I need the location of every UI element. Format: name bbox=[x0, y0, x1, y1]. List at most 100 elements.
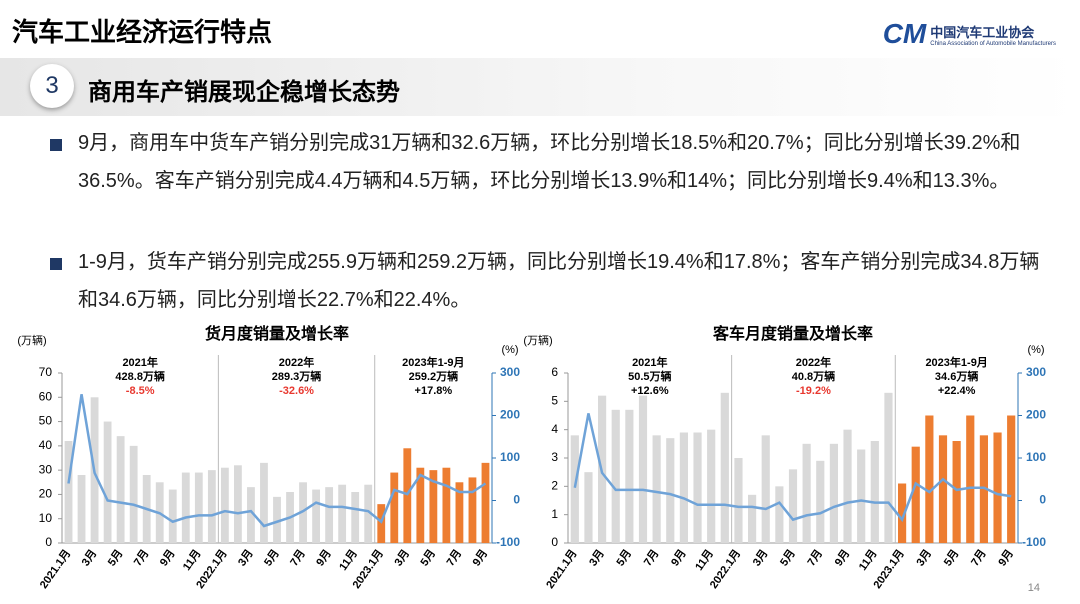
y2-tick-label: 300 bbox=[1026, 365, 1046, 379]
x-tick-label: 3月 bbox=[79, 547, 99, 568]
bar bbox=[403, 448, 412, 543]
bar bbox=[338, 484, 347, 543]
y-tick-label: 10 bbox=[39, 511, 53, 525]
annotation-year: 2023年1-9月 bbox=[402, 355, 464, 369]
y-tick-label: 3 bbox=[551, 450, 558, 464]
bar bbox=[168, 489, 177, 543]
y-axis-unit: (万辆) bbox=[17, 333, 46, 347]
x-tick-label: 9月 bbox=[668, 547, 688, 568]
section-title: 商用车产销展现企稳增长态势 bbox=[88, 79, 400, 106]
annotation-total: 289.3万辆 bbox=[272, 369, 322, 383]
section-number: 3 bbox=[30, 64, 74, 108]
bullet-marker bbox=[50, 139, 62, 151]
bar bbox=[979, 435, 988, 543]
annotation-year: 2021年 bbox=[122, 355, 157, 369]
bar bbox=[679, 432, 688, 543]
x-tick-label: 9月 bbox=[470, 547, 490, 568]
y-tick-label: 50 bbox=[39, 414, 53, 428]
bar bbox=[898, 483, 907, 543]
y-tick-label: 1 bbox=[551, 507, 558, 521]
y-tick-label: 5 bbox=[551, 394, 558, 408]
bar bbox=[116, 436, 125, 543]
x-tick-label: 5月 bbox=[614, 547, 634, 568]
y-axis-unit: (万辆) bbox=[523, 333, 552, 347]
x-tick-label: 7月 bbox=[805, 547, 825, 568]
y2-tick-label: -100 bbox=[496, 535, 520, 549]
bar bbox=[181, 472, 190, 543]
y-tick-label: 6 bbox=[551, 365, 558, 379]
bar bbox=[1007, 415, 1016, 543]
bar bbox=[802, 443, 811, 543]
bar bbox=[857, 449, 866, 543]
bar bbox=[748, 494, 757, 543]
bar bbox=[761, 435, 770, 543]
logo-mark: CM bbox=[882, 18, 927, 49]
x-tick-label: 11月 bbox=[856, 547, 880, 573]
x-tick-label: 11月 bbox=[180, 547, 204, 573]
annotation-growth: -32.6% bbox=[279, 385, 314, 397]
bar bbox=[416, 467, 425, 543]
bar bbox=[734, 458, 743, 543]
section-band bbox=[0, 58, 1080, 116]
bar bbox=[666, 438, 675, 543]
bar bbox=[377, 504, 386, 543]
bar bbox=[707, 429, 716, 543]
bar bbox=[273, 496, 281, 543]
bar bbox=[775, 486, 784, 543]
x-tick-label: 5月 bbox=[105, 547, 125, 568]
bar bbox=[611, 409, 620, 543]
annotation-total: 34.6万辆 bbox=[935, 369, 978, 383]
annotation-year: 2023年1-9月 bbox=[925, 355, 987, 369]
x-tick-label: 7月 bbox=[287, 547, 307, 568]
bar bbox=[194, 472, 203, 543]
chart-title: 货月度销量及增长率 bbox=[205, 324, 349, 343]
page-number: 14 bbox=[1027, 582, 1040, 594]
x-tick-label: 7月 bbox=[131, 547, 151, 568]
x-tick-label: 9月 bbox=[157, 547, 177, 568]
bar bbox=[829, 443, 838, 543]
bar bbox=[652, 435, 661, 543]
y-tick-label: 70 bbox=[39, 365, 53, 379]
y2-axis-unit: (%) bbox=[501, 344, 518, 356]
bar bbox=[247, 487, 255, 543]
y-tick-label: 2 bbox=[551, 479, 558, 493]
bar bbox=[481, 462, 490, 543]
growth-line bbox=[573, 413, 1012, 523]
x-tick-label: 9月 bbox=[313, 547, 333, 568]
y-tick-label: 0 bbox=[45, 535, 52, 549]
y2-tick-label: 200 bbox=[500, 408, 520, 422]
bar bbox=[870, 441, 879, 543]
x-tick-label: 2021.1月 bbox=[543, 547, 579, 591]
x-tick-label: 5月 bbox=[418, 547, 438, 568]
bar bbox=[260, 462, 268, 543]
bar bbox=[468, 477, 477, 543]
bar bbox=[584, 472, 593, 543]
x-tick-label: 7月 bbox=[444, 547, 464, 568]
bar bbox=[884, 392, 893, 543]
annotation-total: 40.8万辆 bbox=[792, 369, 835, 383]
x-tick-label: 3月 bbox=[914, 547, 934, 568]
x-tick-label: 3月 bbox=[586, 547, 606, 568]
y2-tick-label: 100 bbox=[1026, 450, 1046, 464]
bar bbox=[720, 392, 729, 543]
x-tick-label: 3月 bbox=[750, 547, 770, 568]
annotation-growth: +12.6% bbox=[631, 385, 669, 397]
bullet-marker bbox=[50, 258, 62, 270]
x-tick-label: 7月 bbox=[968, 547, 988, 568]
annotation-total: 259.2万辆 bbox=[409, 369, 459, 383]
y2-axis-unit: (%) bbox=[1027, 344, 1044, 356]
bar bbox=[442, 467, 451, 543]
bar bbox=[843, 429, 852, 543]
x-tick-label: 3月 bbox=[235, 547, 255, 568]
y-tick-label: 20 bbox=[39, 487, 53, 501]
bullet-text: 1-9月，货车产销分别完成255.9万辆和259.2万辆，同比分别增长19.4%… bbox=[78, 251, 1040, 311]
y-tick-label: 60 bbox=[39, 389, 53, 403]
bar bbox=[64, 441, 73, 543]
x-tick-label: 11月 bbox=[336, 547, 360, 573]
y2-tick-label: 300 bbox=[500, 365, 520, 379]
bar bbox=[129, 445, 138, 543]
bar bbox=[220, 467, 229, 543]
annotation-year: 2022年 bbox=[279, 355, 314, 369]
annotation-year: 2022年 bbox=[796, 355, 831, 369]
